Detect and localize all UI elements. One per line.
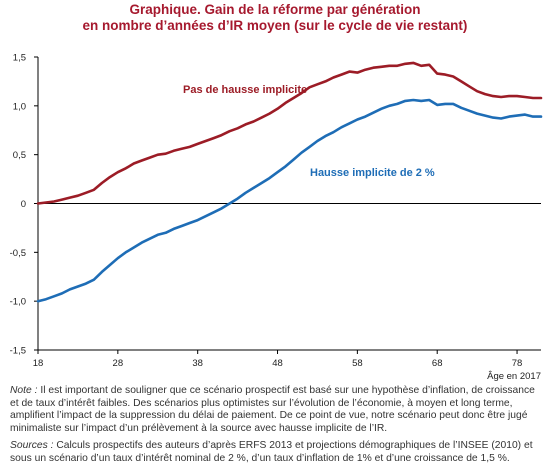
chart-title: Graphique. Gain de la réforme par généra… <box>0 2 550 34</box>
series-label-blue: Hausse implicite de 2 % <box>310 167 435 179</box>
series-lines <box>36 61 543 303</box>
y-tick-label: -1,5 <box>10 346 26 357</box>
axes: 1,5 1,0 0,5 0 -0,5 -1,0 -1,5 18 28 38 48 58 68 78 Âge … <box>10 53 541 382</box>
series-labels: Pas de hausse implicite Hausse implicite… <box>183 84 435 179</box>
y-tick-label: 1,5 <box>13 53 26 64</box>
x-tick-label: 18 <box>33 358 44 369</box>
note-paragraph: Note : Il est important de souligner que… <box>10 385 546 435</box>
line-chart: 1,5 1,0 0,5 0 -0,5 -1,0 -1,5 18 28 38 48 58 68 78 Âge … <box>10 53 543 382</box>
sources-label: Sources : <box>10 440 54 452</box>
x-tick-label: 38 <box>192 358 203 369</box>
x-tick-label: 78 <box>512 358 523 369</box>
y-tick-label: 0,5 <box>13 150 26 161</box>
series-line-red <box>36 61 543 205</box>
sources-text: Calculs prospectifs des auteurs d’après … <box>10 440 533 464</box>
y-tick-label: 0 <box>21 199 26 210</box>
note-text: Il est important de souligner que ce scé… <box>10 385 535 434</box>
y-tick-label: 1,0 <box>13 101 26 112</box>
x-tick-label: 68 <box>432 358 443 369</box>
chart-title-line2: en nombre d’années d’IR moyen (sur le cy… <box>82 18 468 33</box>
note-label: Note : <box>10 385 38 396</box>
y-tick-label: -1,0 <box>10 297 26 308</box>
y-tick-label: -0,5 <box>10 248 26 259</box>
x-tick-label: 28 <box>113 358 124 369</box>
x-tick-label: 58 <box>352 358 363 369</box>
x-tick-label: 48 <box>272 358 283 369</box>
series-line-blue <box>36 98 543 303</box>
sources-paragraph: Sources : Calculs prospectifs des auteur… <box>10 440 546 465</box>
series-label-red: Pas de hausse implicite <box>183 84 307 96</box>
chart-title-line1: Graphique. Gain de la réforme par généra… <box>129 2 421 17</box>
x-axis-label: Âge en 2017 <box>487 371 541 382</box>
notes-block: Note : Il est important de souligner que… <box>10 385 546 471</box>
